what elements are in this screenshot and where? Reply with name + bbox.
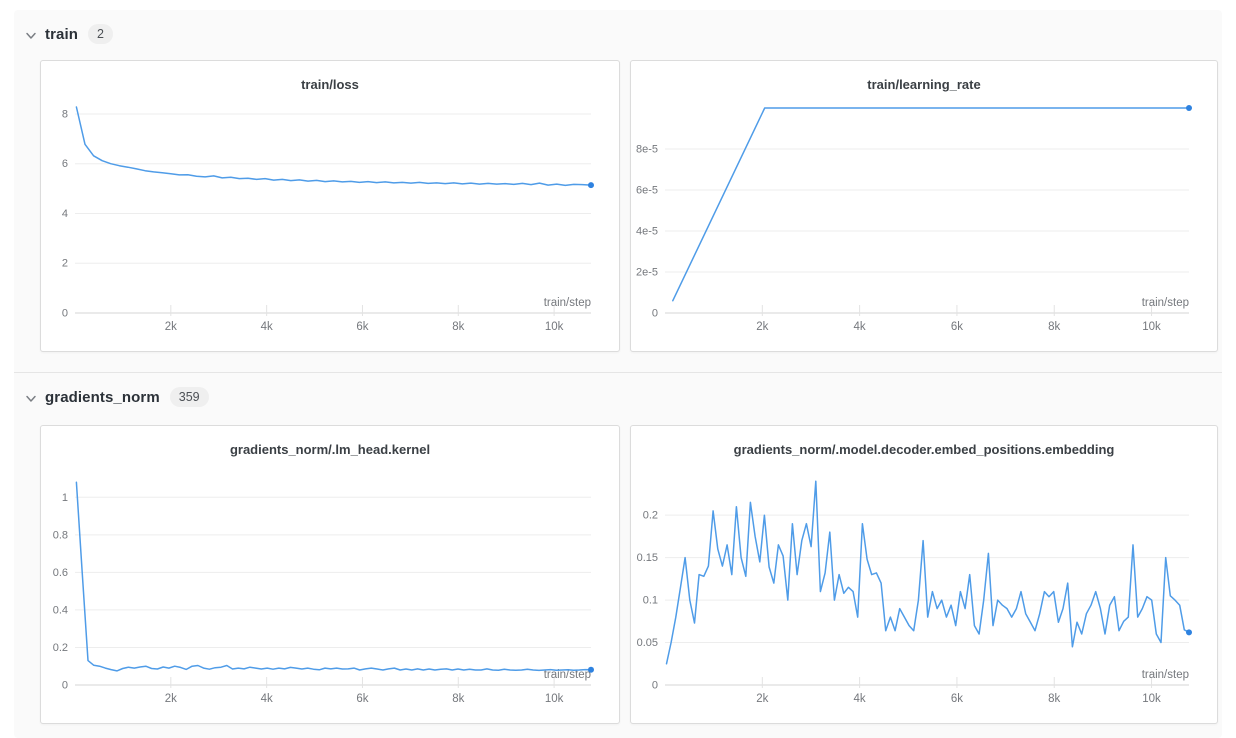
y-tick-label: 6 bbox=[62, 158, 68, 170]
x-tick-label: 2k bbox=[165, 693, 177, 705]
x-axis-title: train/step bbox=[1142, 297, 1189, 309]
line-chart: 0 0.2 0.4 0.6 0.8 1 2k 4k 6k 8k 10k train/step bbox=[53, 481, 594, 705]
x-tick-label: 6k bbox=[356, 321, 368, 333]
chart-card-train-learning-rate[interactable]: 0 2e-5 4e-5 6e-5 8e-5 2k 4k 6k 8k 10k train/step t… bbox=[630, 60, 1218, 352]
series-line bbox=[665, 480, 1190, 665]
endpoint-marker bbox=[1186, 629, 1192, 636]
section-header-gradients-norm[interactable]: gradients_norm 359 bbox=[24, 385, 209, 409]
y-tick-label: 4e-5 bbox=[636, 226, 658, 238]
x-axis-title: train/step bbox=[544, 669, 591, 681]
x-tick-label: 6k bbox=[356, 693, 368, 705]
y-tick-label: 0.8 bbox=[53, 529, 68, 541]
x-tick-label: 10k bbox=[545, 693, 564, 705]
section-header-train[interactable]: train 2 bbox=[24, 22, 113, 46]
y-tick-label: 0 bbox=[62, 308, 68, 320]
chevron-down-icon[interactable] bbox=[24, 29, 38, 42]
y-tick-label: 4 bbox=[62, 208, 68, 220]
x-tick-label: 4k bbox=[854, 693, 866, 705]
section-count-badge: 2 bbox=[88, 23, 113, 45]
x-tick-label: 6k bbox=[951, 321, 963, 333]
section-title: gradients_norm bbox=[45, 388, 160, 406]
y-tick-label: 0 bbox=[652, 308, 658, 320]
x-axis-title: train/step bbox=[544, 297, 591, 309]
endpoint-marker bbox=[588, 182, 594, 189]
x-tick-label: 4k bbox=[261, 321, 273, 333]
series-line bbox=[672, 107, 1190, 302]
line-chart: 0 0.05 0.1 0.15 0.2 2k 4k 6k 8k 10k train/step bbox=[637, 480, 1192, 705]
y-tick-label: 0.6 bbox=[53, 567, 68, 579]
x-tick-label: 2k bbox=[165, 321, 177, 333]
x-tick-label: 10k bbox=[545, 321, 564, 333]
x-tick-label: 8k bbox=[452, 321, 464, 333]
y-tick-label: 2e-5 bbox=[636, 267, 658, 279]
endpoint-marker bbox=[1186, 105, 1192, 112]
x-tick-label: 6k bbox=[951, 693, 963, 705]
x-tick-label: 10k bbox=[1142, 693, 1161, 705]
section-train: train 2 0 2 4 6 8 2k 4k 6k 8k 10k train/step train… bbox=[14, 10, 1222, 373]
series-line bbox=[75, 481, 592, 672]
chart-card-lm-head-kernel[interactable]: 0 0.2 0.4 0.6 0.8 1 2k 4k 6k 8k 10k train/step grad… bbox=[40, 425, 620, 724]
series-line bbox=[75, 106, 592, 187]
x-tick-label: 8k bbox=[1048, 321, 1060, 333]
y-tick-label: 6e-5 bbox=[636, 185, 658, 197]
x-tick-label: 2k bbox=[756, 693, 768, 705]
x-axis-title: train/step bbox=[1142, 669, 1189, 681]
x-tick-label: 4k bbox=[261, 693, 273, 705]
chart-title: gradients_norm/.lm_head.kernel bbox=[229, 442, 431, 457]
x-tick-label: 4k bbox=[854, 321, 866, 333]
x-tick-label: 10k bbox=[1142, 321, 1161, 333]
chart-title: train/loss bbox=[301, 77, 359, 92]
chevron-down-icon[interactable] bbox=[24, 392, 38, 405]
y-tick-label: 0 bbox=[652, 680, 658, 692]
y-tick-label: 8e-5 bbox=[636, 144, 658, 156]
section-title: train bbox=[45, 25, 79, 43]
chart-title: train/learning_rate bbox=[867, 77, 981, 92]
line-chart: 0 2 4 6 8 2k 4k 6k 8k 10k train/step bbox=[62, 106, 594, 333]
y-tick-label: 8 bbox=[62, 108, 68, 120]
y-tick-label: 0.05 bbox=[637, 637, 658, 649]
y-tick-label: 0.15 bbox=[637, 552, 658, 564]
x-tick-label: 8k bbox=[452, 693, 464, 705]
y-tick-label: 2 bbox=[62, 258, 68, 270]
chart-title: gradients_norm/.model.decoder.embed_posi… bbox=[733, 442, 1115, 457]
x-tick-label: 2k bbox=[756, 321, 768, 333]
section-count-badge: 359 bbox=[169, 386, 209, 408]
y-tick-label: 0.4 bbox=[53, 604, 68, 616]
y-tick-label: 0.2 bbox=[643, 510, 658, 522]
x-tick-label: 8k bbox=[1048, 693, 1060, 705]
line-chart: 0 2e-5 4e-5 6e-5 8e-5 2k 4k 6k 8k 10k train/step bbox=[636, 105, 1192, 333]
y-tick-label: 0.2 bbox=[53, 642, 68, 654]
section-gradients-norm: gradients_norm 359 0 0.2 0.4 0.6 0.8 1 2k 4k 6k 8… bbox=[14, 373, 1222, 738]
endpoint-marker bbox=[588, 666, 594, 673]
chart-card-train-loss[interactable]: 0 2 4 6 8 2k 4k 6k 8k 10k train/step train/loss bbox=[40, 60, 620, 352]
y-tick-label: 0 bbox=[62, 680, 68, 692]
chart-card-embed-positions-embedding[interactable]: 0 0.05 0.1 0.15 0.2 2k 4k 6k 8k 10k train/step gra… bbox=[630, 425, 1218, 724]
y-tick-label: 1 bbox=[62, 492, 68, 504]
y-tick-label: 0.1 bbox=[643, 595, 658, 607]
